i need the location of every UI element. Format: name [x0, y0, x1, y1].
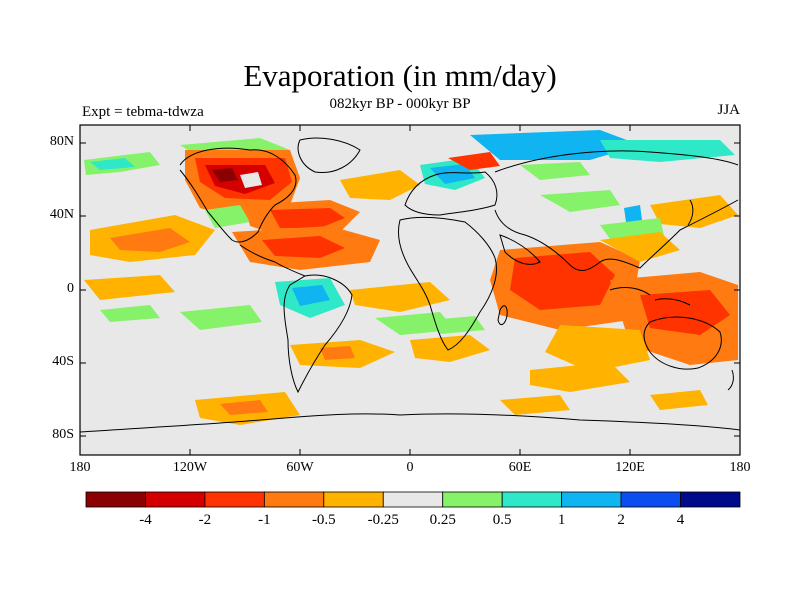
anomaly-blob — [262, 236, 345, 258]
season-label: JJA — [717, 102, 740, 118]
coastline-central-america — [239, 244, 306, 277]
coastline-new-zealand — [727, 369, 734, 391]
anomaly-blob — [90, 158, 135, 170]
coastline-north-america — [179, 147, 297, 243]
anomaly-blob — [500, 395, 570, 415]
anomaly-blob — [650, 195, 738, 228]
axis-ticks — [80, 125, 740, 455]
anomaly-blob — [530, 362, 630, 392]
latitude-label: 80N — [49, 134, 74, 149]
longitude-label: 60E — [508, 460, 532, 475]
longitude-label: 120E — [615, 460, 645, 475]
map-subtitle: 082kyr BP - 000kyr BP — [329, 96, 471, 112]
colorbar-swatch — [85, 491, 146, 508]
anomaly-blob — [650, 390, 708, 410]
anomaly-blob — [510, 252, 615, 310]
coastline-greenland — [297, 137, 361, 174]
coastline-antarctica — [80, 413, 740, 433]
colorbar-swatch — [145, 491, 206, 508]
colorbar-swatch — [680, 491, 741, 508]
colorbar-label: 4 — [676, 512, 685, 528]
anomaly-blob — [430, 164, 475, 184]
colorbar-swatch — [442, 491, 503, 508]
anomaly-blob — [212, 168, 238, 182]
anomaly-blob — [270, 208, 345, 228]
anomaly-blob — [240, 172, 262, 188]
colorbar — [85, 491, 741, 508]
colorbar-label: -4 — [139, 512, 152, 528]
anomaly-blob — [545, 325, 650, 372]
longitude-label: 120W — [172, 460, 208, 475]
colorbar-label: 0.5 — [492, 512, 512, 528]
colorbar-label: 1 — [557, 512, 566, 528]
colorbar-label: -0.25 — [367, 512, 399, 528]
coastline-indonesia — [609, 287, 691, 306]
coastline-australia — [643, 316, 722, 370]
anomaly-blob — [600, 232, 680, 262]
colorbar-swatch — [620, 491, 681, 508]
anomaly-blob — [350, 282, 450, 312]
anomaly-blob — [180, 305, 262, 330]
coastline-japan — [687, 199, 694, 226]
anomaly-blob — [320, 346, 355, 360]
anomaly-blob — [220, 400, 268, 415]
map-title: Evaporation (in mm/day) — [243, 58, 557, 93]
anomaly-blob — [520, 162, 590, 180]
anomaly-blob — [624, 205, 642, 222]
coastline-madagascar — [497, 305, 508, 326]
coastline-asia — [494, 150, 739, 272]
coastline-arabia — [499, 234, 541, 265]
anomaly-blob — [84, 275, 175, 300]
coastline-africa — [397, 216, 497, 351]
colorbar-label: -1 — [258, 512, 271, 528]
colorbar-swatch — [561, 491, 622, 508]
anomaly-blob — [100, 305, 160, 322]
anomaly-blob — [540, 190, 620, 212]
colorbar-swatch — [382, 491, 444, 508]
anomaly-blob — [375, 312, 455, 335]
colorbar-swatch — [323, 491, 384, 508]
latitude-label: 80S — [52, 427, 74, 442]
coastlines — [80, 137, 740, 433]
colorbar-label: 0.25 — [429, 512, 456, 528]
anomaly-blob — [448, 152, 500, 170]
anomaly-blob — [340, 170, 420, 200]
longitude-label: 180 — [69, 460, 91, 475]
colorbar-label: -0.5 — [311, 512, 336, 528]
colorbar-label: 2 — [617, 512, 625, 528]
anomaly-blob — [292, 285, 330, 306]
colorbar-swatch — [501, 491, 563, 508]
colorbar-label: -2 — [198, 512, 212, 528]
anomaly-blob — [470, 130, 640, 160]
anomaly-field — [84, 130, 738, 425]
coastline-europe — [404, 171, 498, 216]
anomaly-blob — [110, 228, 190, 252]
longitude-label: 60W — [286, 460, 314, 475]
longitude-label: 180 — [729, 460, 751, 475]
experiment-label: Expt = tebma-tdwza — [82, 104, 204, 120]
latitude-label: 0 — [67, 281, 74, 296]
coastline-south-america — [283, 274, 353, 394]
anomaly-blob — [430, 316, 485, 334]
longitude-label: 0 — [406, 460, 414, 475]
latitude-label: 40S — [52, 354, 74, 369]
colorbar-swatch — [204, 491, 265, 508]
latitude-label: 40N — [49, 207, 74, 222]
colorbar-swatch — [263, 491, 325, 508]
